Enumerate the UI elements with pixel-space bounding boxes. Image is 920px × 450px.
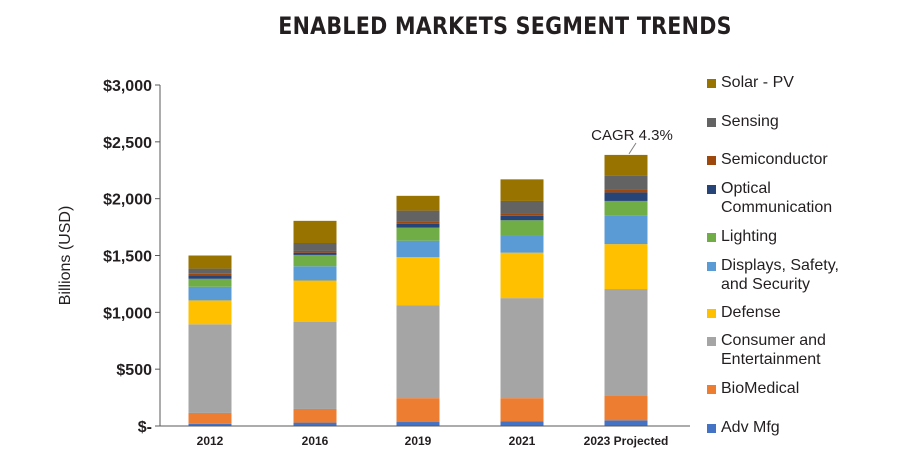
y-tick-label: $3,000: [103, 78, 152, 95]
x-tick-label: 2019: [405, 434, 432, 448]
bar-segment: [396, 305, 440, 399]
y-tick-label: $1,500: [103, 249, 152, 266]
bar-segment: [500, 421, 544, 426]
legend-label: Solar - PV: [721, 74, 794, 91]
chart-legend: Solar - PV Sensing Semiconductor Optical Co…: [707, 0, 917, 450]
bar-segment: [293, 252, 337, 255]
bar-segment: [604, 244, 648, 290]
x-tick-label: 2021: [509, 434, 536, 448]
x-tick-label: 2023 Projected: [584, 434, 669, 448]
bar-segment: [500, 235, 544, 253]
legend-label: Displays, Safety, and Security: [721, 257, 839, 293]
bar-segment: [293, 408, 337, 423]
bar-segment: [604, 420, 648, 426]
bar-segment: [500, 200, 544, 214]
legend-item: Semiconductor: [707, 150, 828, 169]
bar-segment: [293, 250, 337, 253]
legend-swatch: [707, 156, 716, 165]
legend-item: Optical Communication: [707, 179, 832, 217]
legend-swatch: [707, 118, 716, 127]
legend-swatch: [707, 233, 716, 242]
bar-segment: [604, 175, 648, 190]
y-axis-title: Billions (USD): [57, 206, 74, 306]
bar-segment: [500, 215, 544, 221]
bar-segment: [604, 189, 648, 193]
bar-segment: [293, 254, 337, 267]
legend-label: Consumer and Entertainment: [721, 332, 826, 368]
bar-segment: [500, 298, 544, 399]
bar-segment: [188, 268, 232, 274]
y-tick-label: $2,500: [103, 135, 152, 152]
legend-item: Sensing: [707, 112, 779, 131]
bar-segment: [188, 412, 232, 424]
y-tick-label: $1,000: [103, 305, 152, 322]
legend-item: Adv Mfg: [707, 418, 780, 437]
legend-swatch: [707, 262, 716, 271]
bar-segment: [604, 192, 648, 201]
y-tick-label: $2,000: [103, 192, 152, 209]
bar-segment: [188, 286, 232, 301]
bar-segment: [396, 257, 440, 306]
legend-swatch: [707, 185, 716, 194]
legend-item: Solar - PV: [707, 73, 794, 92]
legend-label: Semiconductor: [721, 151, 828, 168]
bar-segment: [188, 255, 232, 269]
bar-segment: [293, 321, 337, 409]
bar-segment: [396, 195, 440, 211]
bar-segment: [604, 395, 648, 421]
bar-segment: [604, 289, 648, 396]
legend-swatch: [707, 79, 716, 88]
bar-segment: [293, 280, 337, 322]
bar-segment: [293, 242, 337, 251]
legend-label: BioMedical: [721, 380, 800, 397]
legend-swatch: [707, 424, 716, 433]
bar-segment: [500, 179, 544, 201]
bar-segment: [396, 240, 440, 258]
legend-label: Sensing: [721, 113, 779, 130]
bar-segment: [396, 221, 440, 224]
legend-item: Lighting: [707, 227, 777, 246]
legend-label: Adv Mfg: [721, 419, 780, 436]
y-tick-label: $-: [138, 419, 152, 436]
bar-segment: [188, 423, 232, 426]
bar-segment: [293, 220, 337, 243]
chart-title: ENABLED MARKETS SEGMENT TRENDS: [278, 12, 732, 40]
bar-segment: [396, 227, 440, 241]
x-tick-label: 2016: [302, 434, 329, 448]
legend-item: Displays, Safety, and Security: [707, 256, 839, 294]
chart-plot: $- $500 $1,000 $1,500 $2,000 $2,500 $3,000 Bill…: [57, 78, 690, 448]
bar-segment: [604, 154, 648, 176]
bar-segment: [500, 252, 544, 299]
bar-segment: [188, 324, 232, 413]
legend-swatch: [707, 309, 716, 318]
bar-segment: [500, 213, 544, 216]
bar-segment: [396, 223, 440, 228]
legend-swatch: [707, 337, 716, 346]
legend-swatch: [707, 385, 716, 394]
annotation-leader: [628, 142, 637, 155]
bar-segment: [604, 215, 648, 245]
bar-segment: [293, 422, 337, 426]
legend-item: BioMedical: [707, 379, 799, 398]
legend-label: Defense: [721, 304, 781, 321]
bar-segment: [188, 300, 232, 325]
bar-segment: [604, 200, 648, 216]
bar-segment: [500, 220, 544, 236]
legend-item: Consumer and Entertainment: [707, 331, 826, 369]
bar-segment: [396, 398, 440, 423]
bar-segment: [293, 266, 337, 281]
x-tick-label: 2012: [197, 434, 224, 448]
bar-segment: [188, 273, 232, 276]
bar-segment: [396, 210, 440, 222]
y-tick-label: $500: [116, 362, 152, 379]
bar-segment: [500, 398, 544, 422]
legend-label: Optical Communication: [721, 180, 833, 216]
legend-label: Lighting: [721, 228, 778, 245]
bar-segment: [188, 278, 232, 287]
bar-segment: [188, 275, 232, 279]
legend-item: Defense: [707, 303, 781, 322]
bar-segment: [396, 422, 440, 426]
cagr-annotation: CAGR 4.3%: [591, 127, 673, 144]
